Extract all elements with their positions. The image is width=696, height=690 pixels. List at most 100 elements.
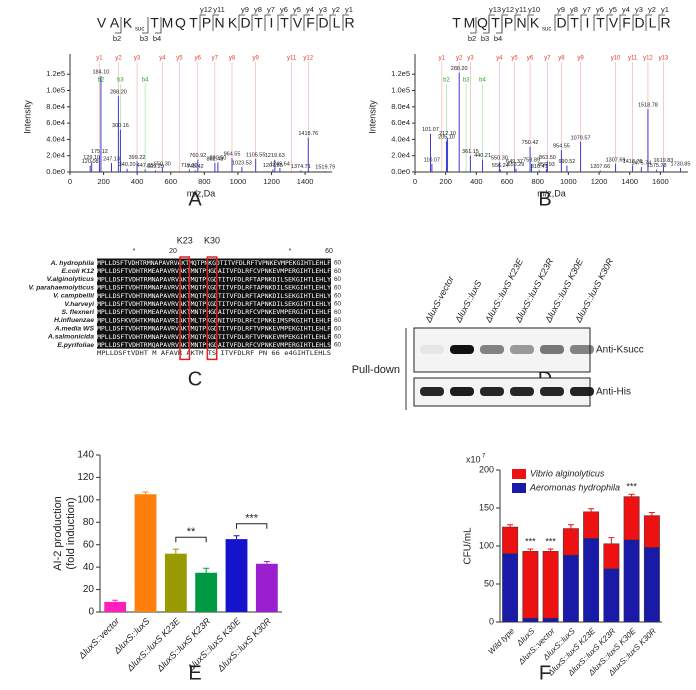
highlight-label: K30: [204, 235, 220, 245]
ruler-label: 20: [169, 248, 177, 255]
y-tick-label: 0.0e0: [46, 167, 65, 176]
ion-bracket: [251, 14, 258, 31]
ion-bracket: [316, 14, 323, 31]
ion-bracket: [580, 14, 587, 31]
ion-marker-label: y3: [134, 56, 141, 62]
peak-label: 1207.66: [590, 164, 610, 170]
ion-label: y12: [200, 5, 212, 14]
peak-label: 760.92: [189, 153, 206, 159]
sequence-end: 60: [334, 268, 342, 275]
y-tick-label: 1.0e5: [46, 86, 65, 95]
ion-bracket: [238, 14, 245, 31]
ion-marker-label: y4: [159, 56, 166, 62]
ion-label: y9: [241, 5, 249, 14]
lane-label: ΔluxS::luxS: [453, 279, 484, 325]
bar-segment: [562, 554, 579, 623]
band: [540, 345, 564, 354]
peak-label: 745.42: [187, 164, 204, 170]
bar-segment: [603, 568, 620, 623]
residue: M: [464, 15, 476, 31]
ruler-label: *: [289, 248, 292, 255]
lane-label: ΔluxS-vector: [423, 273, 457, 325]
peak-label: 1418.76: [623, 159, 643, 165]
panel-label: B: [538, 188, 551, 210]
y-tick-label: 1.2e5: [46, 69, 65, 78]
x-tick-label: 0: [413, 177, 417, 186]
x-tick-label: 800: [198, 177, 211, 186]
highlight-box: [179, 256, 191, 361]
band: [570, 387, 594, 396]
residue: P: [202, 15, 211, 31]
ion-marker-label: y10: [611, 56, 621, 62]
band: [480, 387, 504, 396]
band: [510, 345, 534, 354]
x-tick-label: 1400: [297, 177, 314, 186]
sequence: MPLLDSFTVDHTRMNAPAVRVAKTMQTPKGDTITVFDLRF…: [97, 333, 331, 341]
peak-label: 340.20: [119, 162, 136, 168]
peak-label: 361.15: [462, 149, 479, 155]
ion-label: y11: [213, 5, 225, 14]
residue: I: [270, 15, 274, 31]
ion-bracket: [142, 17, 149, 34]
y-tick-label: 200: [479, 464, 494, 474]
highlight-box: [206, 256, 218, 361]
peak-label: 184.10: [93, 69, 110, 75]
residue: T: [570, 15, 579, 31]
species-name: V. parahaemolyticus: [29, 284, 95, 291]
residue: Q: [175, 15, 186, 31]
y-tick-label: 50: [484, 578, 494, 588]
x-tick-label: ΔluxS::luxS K23E: [124, 615, 182, 673]
band: [420, 387, 444, 396]
peak-label: 750.42: [522, 140, 539, 146]
ion-marker-label: y3: [467, 56, 474, 62]
peak-label: 863.50: [539, 155, 556, 161]
x-tick-label: 0: [68, 177, 72, 186]
x-tick-label: 800: [531, 177, 544, 186]
y-multiplier: x10: [466, 454, 481, 464]
band: [450, 345, 474, 354]
y-tick-label: 4.0e4: [391, 134, 410, 143]
ion-marker-label: b4: [479, 78, 486, 84]
ion-bracket: [658, 14, 665, 31]
ion-marker-label: y9: [253, 56, 260, 62]
species-name: A. hydrophila: [50, 260, 95, 267]
sequence-end: 60: [334, 276, 342, 283]
peak-label: 212.10: [439, 131, 456, 137]
ion-bracket: [527, 14, 534, 31]
y-tick-label: 120: [77, 472, 94, 483]
legend-swatch: [512, 483, 526, 493]
significance-label: ***: [245, 513, 259, 525]
y-tick-label: 20: [83, 584, 95, 595]
peak-label: 101.07: [422, 127, 439, 133]
ion-label: y4: [622, 5, 630, 14]
panel-label: A: [188, 188, 202, 210]
peak-label: 1619.83: [653, 158, 673, 164]
residue: Q: [477, 15, 488, 31]
residue: T: [280, 15, 289, 31]
peak-label: 1207.65: [263, 163, 283, 169]
ion-bracket: [593, 14, 600, 31]
ion-bracket: [199, 14, 206, 31]
bar-segment: [502, 553, 519, 623]
peak-label: 810.41: [531, 164, 548, 170]
ion-label: y3: [319, 5, 327, 14]
ion-marker-label: y5: [511, 56, 518, 62]
bar-segment: [643, 547, 660, 623]
bar-segment: [562, 528, 579, 556]
residue: T: [150, 15, 159, 31]
y-tick-label: 0: [88, 607, 94, 618]
species-name: S. flexneri: [62, 309, 95, 316]
peak-label: 1475.74: [631, 161, 651, 167]
alignment-shading: [97, 258, 331, 349]
ion-marker-label: y2: [115, 56, 122, 62]
significance-bracket: [175, 536, 207, 543]
group-label: Pull-down: [352, 364, 400, 376]
peak-label: 550.30: [154, 161, 171, 167]
ion-label: b4: [153, 34, 161, 43]
legend-label: Vibrio alginolyticus: [530, 468, 605, 478]
species-name: V. campbellii: [53, 293, 94, 300]
ion-marker-label: y4: [496, 56, 503, 62]
ion-bracket: [606, 14, 613, 31]
y-tick-label: 6.0e4: [391, 118, 410, 127]
residue: V: [293, 15, 303, 31]
